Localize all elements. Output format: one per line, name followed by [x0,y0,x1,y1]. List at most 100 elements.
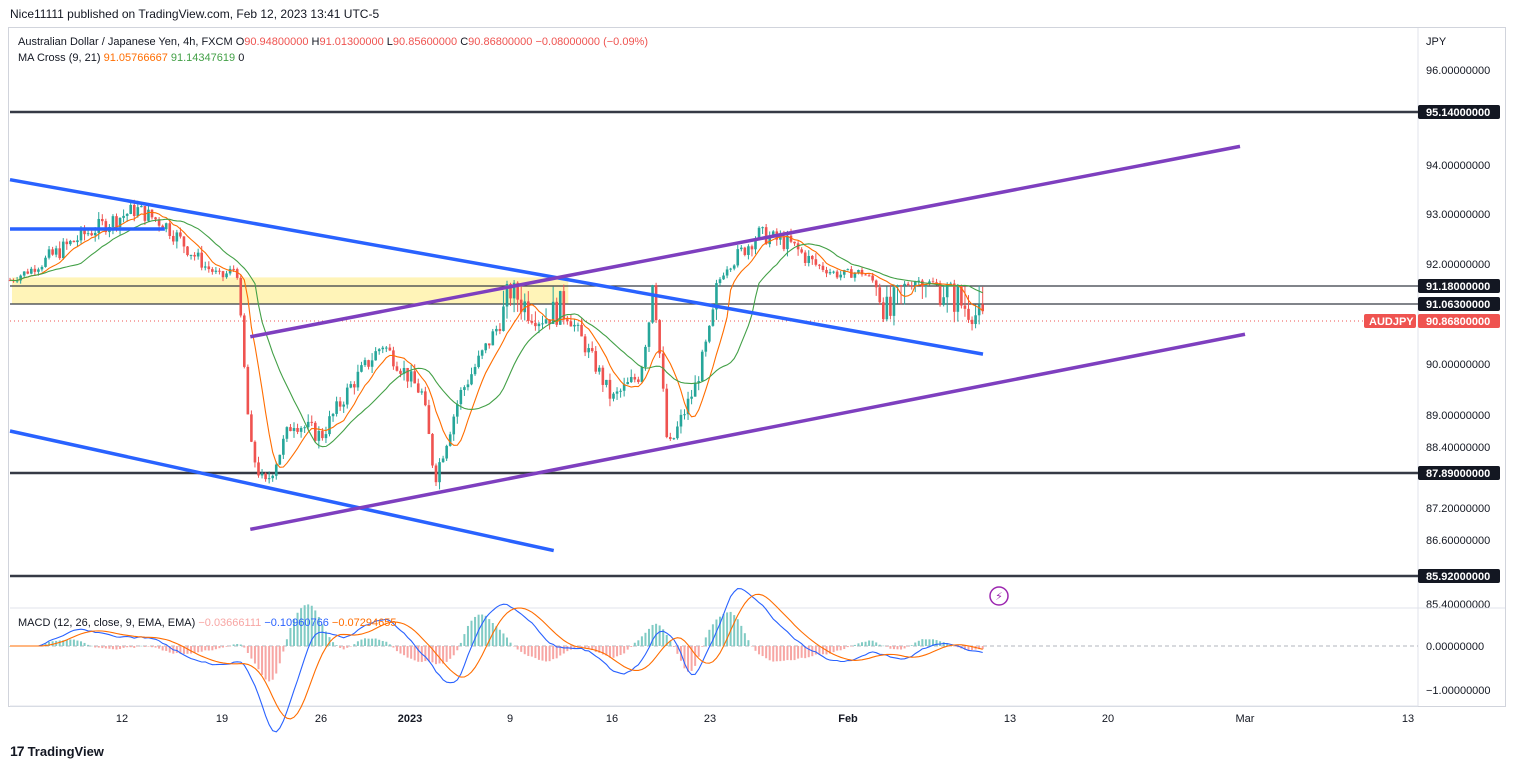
price-tick-label: 93.00000000 [1426,209,1490,221]
candle-body [69,240,72,245]
support-zone [12,277,569,304]
macd-histogram-bar [882,645,885,647]
candle-body [353,384,356,388]
macd-histogram-bar [903,646,906,649]
candle-body [381,347,385,350]
trendline-lower-rising-purple[interactable] [249,332,1246,532]
candle-body [779,236,782,240]
candle-body [441,458,445,463]
candle-body [264,473,267,480]
candle-body [913,281,917,286]
candle-body [431,433,434,466]
candle-body [214,270,218,272]
candle-body [374,351,377,361]
macd-histogram-bar [72,639,75,646]
macd-histogram-bar [626,646,629,650]
candle-body [480,350,484,356]
macd-histogram-bar [924,639,927,646]
candle-body [725,269,729,276]
trendline-upper-rising-purple[interactable] [249,144,1241,339]
candle-body [140,206,143,208]
macd-histogram-bar [388,644,391,646]
candle-body [367,360,370,367]
macd-histogram-bar [218,646,221,649]
macd-histogram-bar [136,646,139,647]
candle-body [942,297,945,305]
macd-histogram-bar [161,646,164,651]
price-tick-label: 87.20000000 [1426,503,1490,515]
macd-histogram-bar [726,612,729,646]
candle-body [842,269,846,275]
low-label: L [386,36,393,48]
macd-histogram-bar [392,646,395,648]
macd-histogram-bar [981,646,984,650]
macd-histogram-bar [204,646,207,651]
candle-body [147,209,150,221]
macd-histogram-bar [548,646,551,662]
macd-histogram-bar [864,641,867,646]
trendline-upper-descending-blue[interactable] [9,177,984,356]
macd-histogram-bar [687,646,690,672]
candle-body [225,273,228,278]
candle-body [910,285,913,287]
macd-histogram-bar [694,646,697,666]
candle-body [54,248,58,255]
macd-histogram-bar [932,639,934,646]
macd-histogram-bar [846,646,849,648]
macd-histogram-bar [591,646,594,651]
trendline-lower-descending-blue[interactable] [9,429,555,553]
candle-body [874,280,878,288]
candle-body [363,360,367,366]
candle-body [580,324,583,337]
macd-histogram-bar [914,642,917,646]
macd-histogram-bar [293,619,295,646]
candle-body [360,365,363,372]
candle-body [477,355,480,368]
candle-body [658,320,661,354]
candle-body [637,379,640,382]
candle-body [221,271,225,278]
event-lightning-icon[interactable] [989,586,1009,606]
candle-body [466,384,470,388]
candle-body [420,391,424,393]
tradingview-logo[interactable]: 17 TradingView [10,743,104,759]
candle-body [196,252,200,257]
macd-histogram-bar [151,646,153,648]
candle-body [896,285,899,288]
macd-histogram-bar [158,646,161,649]
macd-histogram-bar [147,646,150,647]
macd-histogram-bar [395,646,398,652]
candle-body [551,301,555,324]
candle-body [395,366,399,371]
candle-body [917,280,921,282]
macd-histogram-bar [431,646,434,663]
candle-body [754,239,757,250]
macd-histogram-bar [406,646,409,658]
candle-body [527,301,530,321]
candle-body [495,328,498,332]
candle-body [864,274,867,276]
macd-histogram-bar [90,645,93,647]
candle-body [871,275,874,281]
macd-histogram-bar [193,646,196,653]
candle-body [669,437,672,439]
price-tick-label: 92.00000000 [1426,259,1490,271]
candle-body [292,428,296,432]
macd-histogram-bar [857,643,860,646]
macd-histogram-bar [83,642,86,646]
macd-histogram-bar [676,646,679,654]
ma-label: MA Cross (9, 21) [18,52,101,64]
candle-body [218,270,221,272]
macd-histogram-bar [608,646,611,658]
macd-histogram-bar [630,646,633,647]
macd-histogram-bar [772,646,775,662]
macd-histogram-bar [481,614,484,646]
macd-histogram-bar [853,644,856,646]
candle-body [136,207,140,217]
macd-histogram-bar [332,642,335,646]
candle-body [296,428,299,432]
macd-histogram-bar [605,646,608,656]
macd-tick-label: 0.00000000 [1426,641,1484,653]
macd-histogram-bar [222,646,224,648]
